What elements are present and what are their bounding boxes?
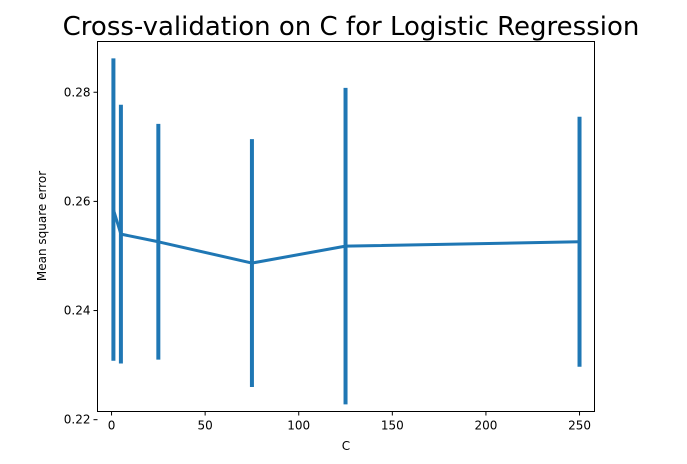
x-tick-label: 0 bbox=[108, 419, 116, 433]
x-axis: 0 50 100 150 200 250 bbox=[108, 411, 591, 433]
y-axis: 0.22 0.24 0.26 0.28 bbox=[64, 85, 98, 427]
y-tick-label: 0.26 bbox=[64, 194, 91, 208]
plot-marks bbox=[111, 58, 582, 405]
x-tick-label: 250 bbox=[568, 419, 591, 433]
axes-frame bbox=[97, 41, 595, 412]
y-tick-label: 0.22 bbox=[64, 413, 91, 427]
y-tick-label: 0.28 bbox=[64, 85, 91, 99]
y-axis-label: Mean square error bbox=[35, 171, 49, 281]
series-line bbox=[111, 209, 580, 265]
x-tick-label: 50 bbox=[197, 419, 212, 433]
x-tick-label: 200 bbox=[474, 419, 497, 433]
y-tick-label: 0.24 bbox=[64, 304, 91, 318]
x-tick-label: 150 bbox=[381, 419, 404, 433]
x-axis-label: C bbox=[342, 439, 350, 453]
x-tick-label: 100 bbox=[287, 419, 310, 433]
chart-title: Cross-validation on C for Logistic Regre… bbox=[63, 12, 640, 42]
